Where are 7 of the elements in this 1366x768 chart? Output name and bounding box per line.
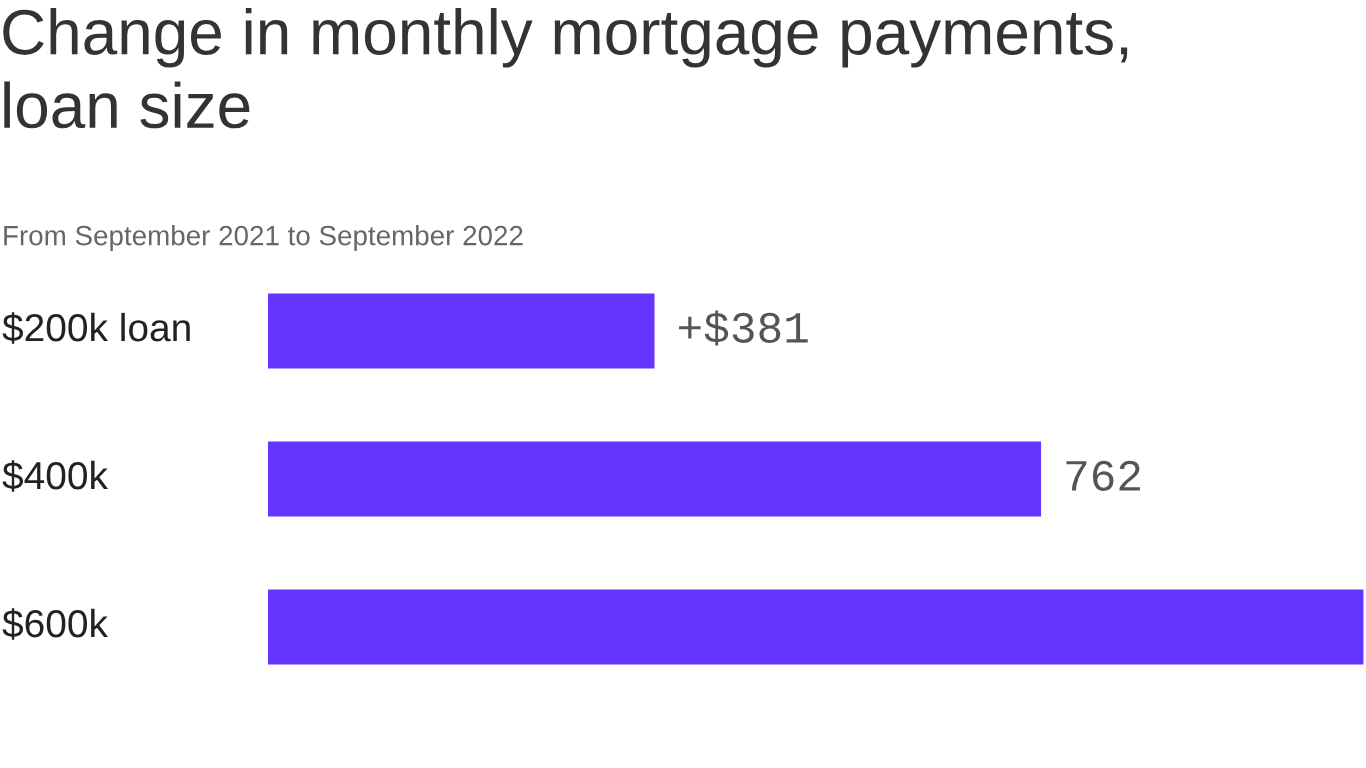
data-label: +$381	[679, 310, 808, 346]
data-label: 762	[1066, 460, 1140, 491]
chart-title: Change in monthly mortgage payments, loan size	[3, 8, 1128, 129]
chart-subtitle: From September 2021 to September 2022	[4, 225, 523, 251]
y-tick-label: $200k loan	[2, 312, 190, 344]
y-tick-label: $600k	[2, 608, 109, 640]
y-tick-label: $400k	[2, 460, 109, 492]
